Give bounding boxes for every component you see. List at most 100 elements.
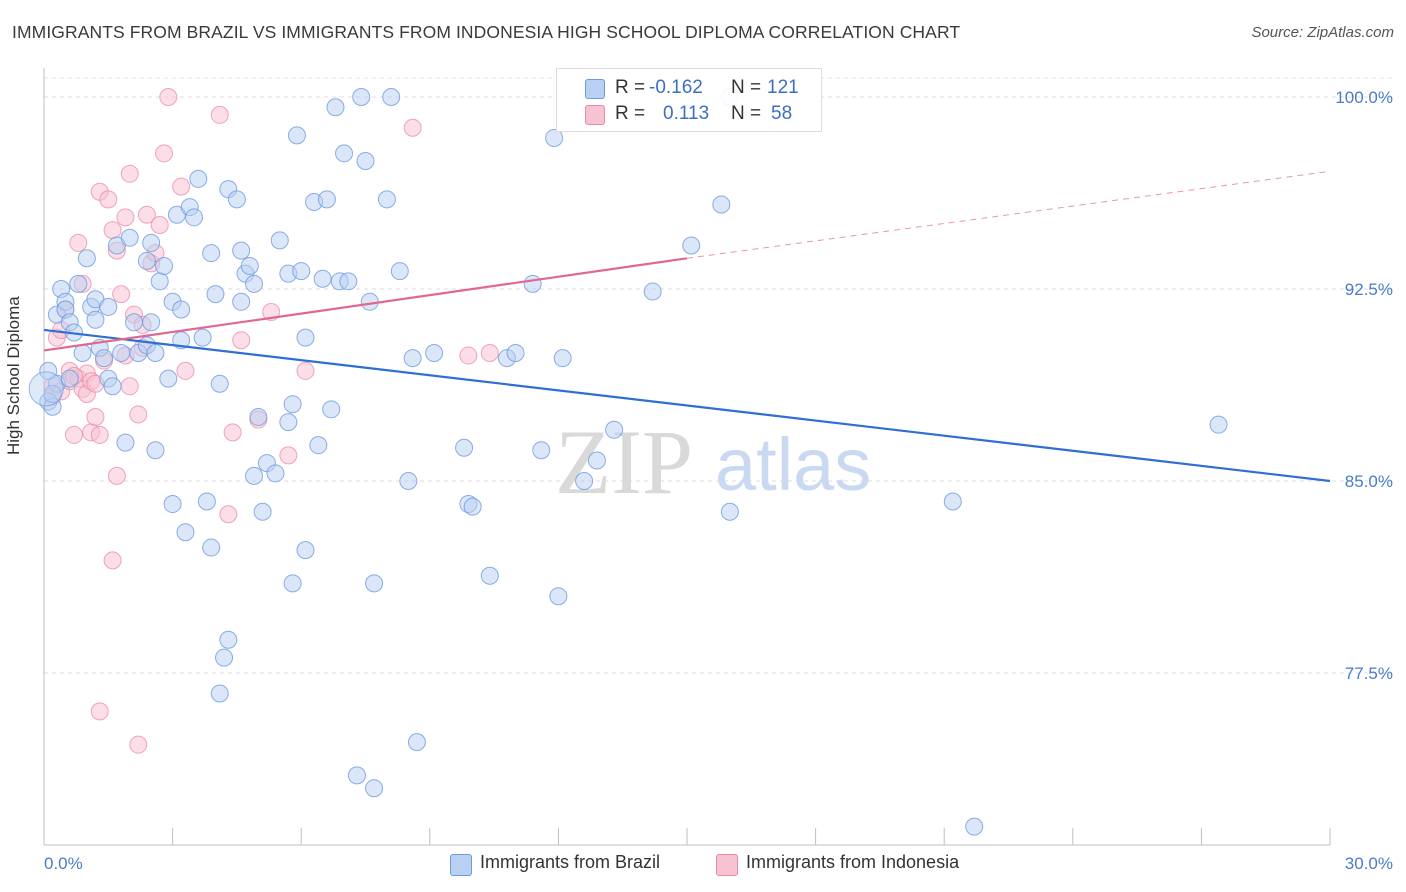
indonesia-point: [116, 208, 135, 227]
brazil-point: [506, 344, 525, 362]
brazil-point: [43, 384, 62, 403]
brazil-point: [125, 313, 144, 332]
legend-r-value: -0.162: [649, 77, 703, 98]
brazil-point: [532, 441, 551, 460]
brazil-point: [193, 328, 212, 347]
indonesia-point: [296, 361, 315, 380]
brazil-point: [142, 313, 161, 332]
brazil-point: [240, 256, 259, 275]
series-legend: Immigrants from Brazil Immigrants from I…: [0, 852, 1406, 878]
brazil-point: [390, 262, 409, 281]
brazil-point: [283, 574, 302, 593]
brazil-point: [296, 328, 315, 347]
indonesia-points: [43, 88, 499, 754]
x-tick-label: 0.0%: [44, 854, 83, 873]
chart-title: IMMIGRANTS FROM BRAZIL VS IMMIGRANTS FRO…: [12, 22, 961, 42]
x-tick-label: 30.0%: [1345, 854, 1393, 873]
brazil-point: [232, 241, 251, 260]
brazil-point: [279, 413, 298, 432]
legend-r-label: R =: [615, 103, 646, 124]
brazil-point: [163, 495, 182, 514]
indonesia-point: [90, 425, 109, 444]
brazil-point: [120, 228, 139, 247]
brazil-point: [455, 438, 474, 457]
indonesia-point: [120, 377, 139, 396]
indonesia-point: [176, 361, 195, 380]
indonesia-point: [279, 446, 298, 465]
brazil-point: [287, 126, 306, 145]
brazil-point: [77, 249, 96, 268]
indonesia-point: [210, 105, 229, 124]
legend-n-label: N =: [731, 77, 762, 98]
brazil-point: [185, 208, 204, 227]
brazil-point: [28, 371, 64, 407]
y-tick-label: 85.0%: [1345, 472, 1393, 491]
brazil-point: [643, 282, 662, 301]
y-tick-label: 100.0%: [1335, 88, 1393, 107]
brazil-point: [215, 648, 234, 667]
brazil-point: [553, 349, 572, 368]
brazil-point: [219, 630, 238, 649]
brazil-point: [317, 190, 336, 209]
indonesia-point: [232, 331, 251, 350]
brazil-point: [605, 420, 624, 439]
brazil-point: [326, 98, 345, 117]
brazil-point: [313, 269, 332, 288]
indonesia-point: [403, 118, 422, 137]
legend-n-label: N =: [731, 103, 762, 124]
indonesia-point: [129, 735, 148, 754]
indonesia-point: [137, 205, 156, 224]
indonesia-point: [459, 346, 478, 365]
brazil-point: [210, 684, 229, 703]
brazil-point: [150, 272, 169, 291]
brazil-point: [425, 344, 444, 362]
brazil-point: [189, 169, 208, 188]
brazil-point: [232, 292, 251, 311]
brazil-point: [682, 236, 701, 255]
brazil-point: [399, 472, 418, 490]
legend-row-indonesia: R = 0.113 N = 58: [557, 103, 821, 127]
source-label: Source: ZipAtlas.com: [1251, 24, 1394, 41]
brazil-point: [339, 272, 358, 291]
brazil-point: [549, 587, 568, 606]
brazil-point: [575, 472, 594, 490]
brazil-point: [159, 369, 178, 388]
brazil-point: [296, 541, 315, 560]
brazil-point: [270, 231, 289, 250]
indonesia-point: [150, 216, 169, 234]
brazil-point: [142, 233, 161, 252]
correlation-legend: R = -0.162 N = 121 R = 0.113 N = 58: [556, 68, 822, 132]
indonesia-point: [103, 221, 122, 240]
brazil-point: [356, 152, 375, 170]
y-axis-label: High School Diploma: [4, 296, 23, 455]
brazil-trend-line: [43, 328, 1331, 483]
brazil-point: [202, 244, 221, 263]
brazil-point: [377, 190, 396, 209]
brazil-point: [245, 466, 264, 485]
brazil-point: [249, 408, 268, 426]
brazil-point: [283, 395, 302, 414]
brazil-point: [210, 374, 229, 393]
brazil-point: [292, 262, 311, 281]
indonesia-point: [65, 425, 84, 444]
brazil-points: [28, 88, 1228, 836]
series-swatch-brazil: [450, 854, 472, 876]
brazil-point: [347, 766, 366, 785]
brazil-point: [365, 779, 384, 798]
legend-row-brazil: R = -0.162 N = 121: [557, 77, 821, 101]
brazil-point: [322, 400, 341, 419]
indonesia-point: [120, 164, 139, 183]
indonesia-point: [480, 344, 499, 362]
indonesia-trend-extension: [686, 170, 1331, 259]
brazil-point: [116, 433, 135, 452]
brazil-point: [146, 441, 165, 460]
legend-r-value: 0.113: [663, 103, 710, 124]
brazil-point: [202, 538, 221, 557]
indonesia-point: [86, 408, 105, 426]
y-tick-label: 77.5%: [1345, 664, 1393, 683]
tick-labels: 77.5% 85.0% 92.5% 100.0% 0.0% 30.0%: [44, 88, 1393, 873]
brazil-point: [407, 733, 426, 752]
brazil-point: [206, 285, 225, 304]
brazil-point: [480, 566, 499, 585]
